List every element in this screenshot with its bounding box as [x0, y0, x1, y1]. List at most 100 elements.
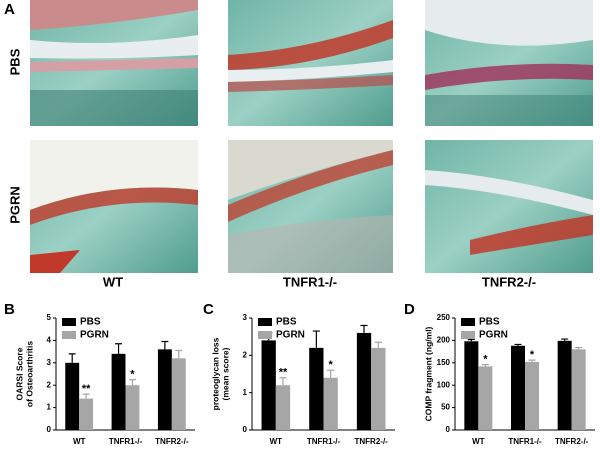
significance-label: **	[82, 383, 91, 395]
bar	[323, 377, 338, 430]
bar	[157, 349, 172, 430]
image-pbs-wt	[30, 0, 198, 126]
error-bar	[82, 393, 90, 399]
x-tick-label: WT	[270, 437, 283, 446]
error-bar	[360, 324, 368, 333]
bar	[275, 385, 291, 430]
column-label: WT	[103, 274, 123, 289]
error-bar	[161, 340, 169, 350]
y-tick-label: 2	[47, 380, 52, 389]
significance-label: *	[530, 349, 535, 361]
bar	[79, 398, 94, 430]
error-bar	[327, 369, 335, 378]
bar	[571, 349, 586, 430]
error-bar	[514, 343, 522, 346]
error-bar	[115, 343, 123, 354]
error-bar	[561, 338, 569, 341]
panel-label: A	[4, 1, 15, 18]
bar	[557, 340, 572, 430]
y-tick-label: 0	[47, 425, 52, 434]
bar	[478, 366, 493, 430]
bar	[371, 347, 386, 430]
legend-swatch	[62, 331, 76, 339]
y-axis-label: of Osteoarthritis	[24, 341, 34, 407]
error-bar	[575, 346, 583, 350]
y-tick-label: 100	[437, 380, 451, 389]
bar	[525, 361, 539, 430]
bar	[309, 347, 324, 430]
legend-label: PGRN	[479, 330, 508, 341]
x-tick-label: WT	[73, 437, 86, 446]
image-pbs-tnfr1	[228, 0, 393, 126]
significance-label: *	[483, 353, 488, 365]
bar	[464, 341, 479, 430]
significance-label: **	[279, 367, 288, 379]
legend-label: PGRN	[80, 330, 109, 341]
x-tick-label: TNFR1-/-	[508, 437, 542, 446]
y-axis-label: (mean score)	[220, 347, 230, 400]
x-tick-label: TNFR2-/-	[155, 437, 189, 446]
error-bar	[312, 330, 320, 348]
error-bar	[481, 363, 489, 367]
error-bar	[68, 353, 76, 363]
legend-swatch	[62, 318, 76, 326]
significance-label: *	[130, 369, 135, 381]
legend-swatch	[258, 331, 272, 339]
error-bar	[528, 359, 536, 362]
y-tick-label: 2	[243, 350, 248, 359]
bar	[111, 353, 126, 430]
legend-swatch	[461, 318, 475, 326]
y-tick-label: 0	[446, 425, 451, 434]
bar	[511, 345, 525, 430]
image-pgrn-tnfr1	[228, 140, 393, 273]
image-pgrn-wt	[30, 140, 198, 273]
legend-label: PBS	[479, 317, 500, 328]
y-tick-label: 1	[47, 403, 52, 412]
bar	[65, 362, 80, 430]
row-label: PBS	[7, 48, 22, 75]
legend-label: PBS	[80, 317, 101, 328]
legend-swatch	[461, 331, 475, 339]
micrographs	[30, 0, 593, 273]
bar	[125, 385, 140, 430]
significance-label: *	[329, 359, 334, 371]
error-bar	[467, 338, 475, 342]
panel-label: D	[404, 301, 415, 318]
x-tick-label: WT	[472, 437, 485, 446]
legend-label: PGRN	[276, 330, 305, 341]
column-label: TNFR2-/-	[482, 274, 536, 289]
legend-label: PBS	[276, 317, 297, 328]
legend-swatch	[258, 318, 272, 326]
column-label: TNFR1-/-	[283, 274, 337, 289]
y-tick-label: 3	[243, 313, 248, 322]
y-tick-label: 150	[437, 358, 451, 367]
x-tick-label: TNFR1-/-	[109, 437, 143, 446]
error-bar	[374, 341, 382, 348]
panel-label: B	[4, 301, 15, 318]
y-tick-label: 200	[437, 336, 451, 345]
y-tick-label: 50	[441, 403, 450, 412]
error-bar	[175, 349, 183, 359]
image-pbs-tnfr2	[425, 0, 593, 126]
bar	[356, 332, 372, 430]
panel-label: C	[203, 301, 214, 318]
y-axis-label: COMP fragment (ng/ml)	[423, 326, 433, 421]
image-pgrn-tnfr2	[425, 140, 593, 273]
y-tick-label: 250	[437, 313, 451, 322]
y-tick-label: 5	[47, 313, 52, 322]
x-tick-label: TNFR2-/-	[555, 437, 589, 446]
error-bar	[279, 377, 287, 386]
x-tick-label: TNFR1-/-	[307, 437, 341, 446]
y-tick-label: 3	[47, 358, 52, 367]
row-label: PGRN	[7, 186, 22, 224]
y-tick-label: 1	[243, 388, 248, 397]
y-tick-label: 4	[47, 336, 52, 345]
y-tick-label: 0	[243, 425, 248, 434]
y-axis-label: proteoglycan loss	[210, 337, 220, 410]
error-bar	[128, 379, 136, 386]
bar	[261, 340, 276, 430]
x-tick-label: TNFR2-/-	[355, 437, 389, 446]
y-axis-label: OARSI Score	[14, 347, 24, 400]
bar	[171, 358, 186, 430]
